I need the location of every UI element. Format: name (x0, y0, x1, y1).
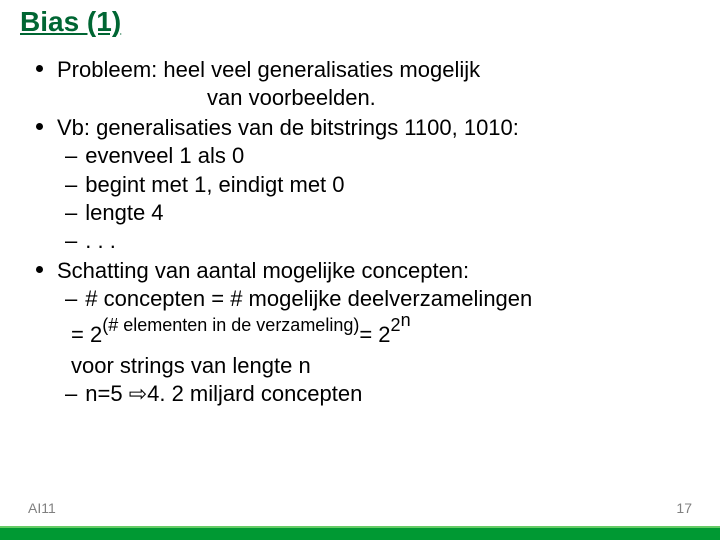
dash-icon: – (65, 171, 85, 199)
sub-item: – . . . (65, 227, 700, 255)
bar-bottom (0, 528, 720, 540)
formula-exponent-n: n (401, 310, 411, 330)
sub-item: – # concepten = # mogelijke deelverzamel… (65, 285, 700, 313)
formula-part: = 2 (359, 317, 390, 352)
bullet-2: Vb: generalisaties van de bitstrings 110… (36, 114, 700, 255)
bullet-3-main: Schatting van aantal mogelijke concepten… (57, 257, 700, 285)
sub-text: lengte 4 (85, 199, 700, 227)
slide-content: Probleem: heel veel generalisaties mogel… (36, 56, 700, 410)
bullet-dot-icon (36, 266, 43, 273)
dash-icon: – (65, 199, 85, 227)
bullet-dot-icon (36, 123, 43, 130)
formula-exponent: 2 (391, 315, 401, 335)
formula-exponent: (# elementen in de verzameling) (102, 315, 359, 335)
dash-icon: – (65, 380, 85, 408)
sub-text-b: 4. 2 miljard concepten (147, 381, 362, 406)
bullet-dot-icon (36, 65, 43, 72)
slide: Bias (1) Probleem: heel veel generalisat… (0, 0, 720, 540)
formula-continuation: voor strings van lengte n (71, 352, 700, 380)
dash-icon: – (65, 227, 85, 255)
bullet-1-line-2: van voorbeelden. (207, 85, 376, 110)
sub-text: evenveel 1 als 0 (85, 142, 700, 170)
footer-right: 17 (676, 500, 692, 516)
bottom-accent-bar (0, 526, 720, 540)
formula: = 2(# elementen in de verzameling) = 22n (71, 313, 411, 352)
formula-part: = 2 (71, 317, 102, 352)
sub-text: . . . (85, 227, 700, 255)
arrow-icon: ⇨ (129, 380, 147, 408)
sub-item: – begint met 1, eindigt met 0 (65, 171, 700, 199)
bullet-1-line-1: Probleem: heel veel generalisaties mogel… (57, 57, 480, 82)
sub-text: n=5 ⇨4. 2 miljard concepten (85, 380, 700, 408)
sub-text: begint met 1, eindigt met 0 (85, 171, 700, 199)
sub-item: – evenveel 1 als 0 (65, 142, 700, 170)
sub-text-a: n=5 (85, 381, 128, 406)
dash-icon: – (65, 142, 85, 170)
bullet-1: Probleem: heel veel generalisaties mogel… (36, 56, 700, 112)
bullet-3: Schatting van aantal mogelijke concepten… (36, 257, 700, 408)
sub-text: # concepten = # mogelijke deelverzamelin… (85, 285, 700, 313)
footer-left: AI11 (28, 500, 56, 516)
slide-title: Bias (1) (20, 6, 121, 38)
bullet-2-main: Vb: generalisaties van de bitstrings 110… (57, 114, 700, 142)
sub-item: – lengte 4 (65, 199, 700, 227)
dash-icon: – (65, 285, 85, 313)
sub-item: – n=5 ⇨4. 2 miljard concepten (65, 380, 700, 408)
